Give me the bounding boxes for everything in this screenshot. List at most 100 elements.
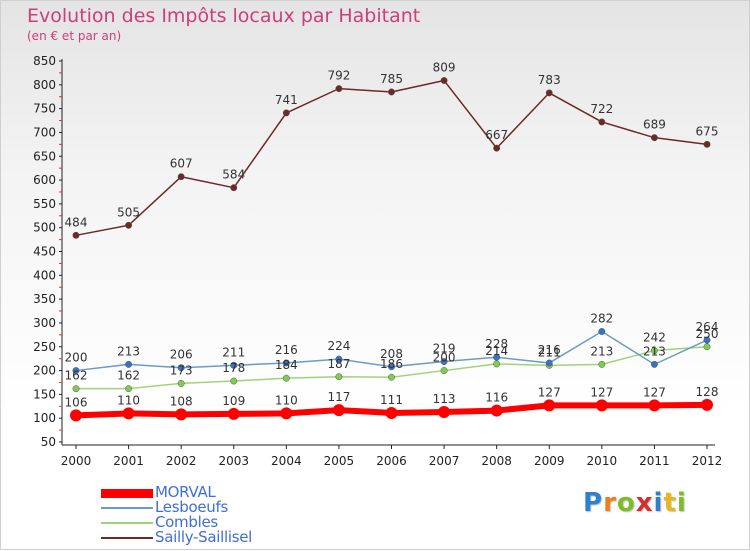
data-point-morval: [332, 404, 345, 417]
data-label-morval: 109: [222, 394, 245, 408]
proxiti-logo: Proxiti: [583, 488, 687, 518]
data-label-combles: 200: [433, 351, 456, 365]
y-tick-label: 250: [33, 340, 56, 354]
data-label-combles: 184: [275, 358, 298, 372]
data-point-combles: [335, 373, 343, 381]
data-point-combles: [650, 347, 658, 355]
data-point-morval: [648, 399, 661, 412]
data-label-combles: 211: [538, 345, 561, 359]
data-point-sailly-saillisel: [125, 221, 133, 229]
data-point-morval: [701, 398, 713, 411]
logo-letter: r: [603, 488, 617, 518]
data-label-combles: 213: [590, 344, 613, 358]
data-point-morval: [227, 407, 240, 420]
data-point-combles: [440, 367, 448, 375]
data-label-lesboeufs: 213: [117, 344, 140, 358]
data-label-sailly-saillisel: 689: [643, 118, 666, 132]
data-label-morval: 111: [380, 393, 403, 407]
data-point-morval: [543, 399, 556, 412]
logo-letter: P: [583, 488, 604, 518]
data-point-lesboeufs: [177, 364, 185, 372]
data-label-lesboeufs: 264: [696, 320, 719, 334]
x-tick-label: 2010: [587, 454, 618, 468]
data-point-morval: [490, 404, 503, 417]
data-label-sailly-saillisel: 792: [327, 69, 350, 83]
x-tick-label: 2001: [113, 454, 144, 468]
legend-label: Combles: [155, 513, 218, 531]
data-point-morval: [385, 406, 398, 419]
legend-swatch: [101, 537, 153, 539]
data-label-lesboeufs: 224: [327, 339, 350, 353]
y-tick-label: 400: [33, 268, 56, 282]
x-tick-label: 2000: [61, 454, 92, 468]
data-label-sailly-saillisel: 484: [65, 215, 88, 229]
data-point-lesboeufs: [282, 359, 290, 367]
data-label-sailly-saillisel: 584: [222, 168, 245, 182]
chart-subtitle: (en € et par an): [27, 29, 122, 43]
data-label-sailly-saillisel: 741: [275, 93, 298, 107]
y-tick-label: 750: [33, 102, 56, 116]
data-point-morval: [175, 408, 188, 421]
data-label-morval: 110: [117, 393, 140, 407]
data-label-sailly-saillisel: 505: [117, 205, 140, 219]
data-point-sailly-saillisel: [545, 89, 553, 97]
data-label-lesboeufs: 213: [643, 344, 666, 358]
y-tick-label: 300: [33, 316, 56, 330]
data-label-combles: 214: [485, 344, 508, 358]
data-label-morval: 116: [485, 391, 508, 405]
chart-title: Evolution des Impôts locaux par Habitant: [27, 5, 421, 27]
data-point-morval: [438, 405, 451, 418]
x-tick-label: 2009: [534, 454, 565, 468]
data-label-combles: 242: [643, 331, 666, 345]
data-point-lesboeufs: [703, 336, 711, 344]
y-tick-label: 600: [33, 173, 56, 187]
logo-letter: t: [663, 488, 677, 518]
data-point-lesboeufs: [72, 367, 80, 375]
legend-label: Sailly-Saillisel: [155, 528, 253, 546]
legend-label: MORVAL: [155, 483, 216, 501]
data-label-sailly-saillisel: 785: [380, 72, 403, 86]
legend-label: Lesboeufs: [155, 498, 228, 516]
data-point-combles: [125, 385, 133, 393]
data-label-morval: 117: [327, 390, 350, 404]
data-point-combles: [230, 377, 238, 385]
data-label-lesboeufs: 211: [222, 345, 245, 359]
y-tick-label: 450: [33, 245, 56, 259]
data-point-combles: [493, 360, 501, 368]
legend-swatch: [101, 522, 153, 524]
data-label-sailly-saillisel: 722: [590, 102, 613, 116]
data-point-sailly-saillisel: [230, 184, 238, 192]
data-label-morval: 108: [170, 394, 193, 408]
data-label-lesboeufs: 216: [538, 343, 561, 357]
data-label-morval: 128: [696, 385, 719, 399]
data-point-morval: [280, 407, 293, 420]
y-tick-label: 200: [33, 364, 56, 378]
data-label-combles: 173: [170, 363, 193, 377]
data-point-lesboeufs: [125, 360, 133, 368]
data-label-combles: 187: [327, 357, 350, 371]
data-point-sailly-saillisel: [650, 134, 658, 142]
y-tick-label: 800: [33, 78, 56, 92]
data-point-combles: [72, 385, 80, 393]
x-tick-label: 2007: [429, 454, 460, 468]
data-point-combles: [598, 360, 606, 368]
y-tick-label: 100: [33, 411, 56, 425]
x-tick-label: 2008: [481, 454, 512, 468]
x-tick-label: 2006: [376, 454, 407, 468]
data-point-sailly-saillisel: [703, 140, 711, 148]
data-label-morval: 127: [538, 385, 561, 399]
data-point-sailly-saillisel: [335, 85, 343, 93]
data-label-morval: 113: [433, 392, 456, 406]
x-tick-label: 2012: [692, 454, 723, 468]
data-point-lesboeufs: [440, 358, 448, 365]
data-label-combles: 186: [380, 357, 403, 371]
data-label-combles: 250: [696, 327, 719, 341]
data-point-lesboeufs: [650, 360, 658, 368]
data-point-sailly-saillisel: [282, 109, 290, 117]
data-label-lesboeufs: 206: [170, 348, 193, 362]
data-point-sailly-saillisel: [493, 144, 501, 152]
x-tick-label: 2003: [218, 454, 249, 468]
data-label-sailly-saillisel: 809: [433, 61, 456, 75]
data-point-sailly-saillisel: [388, 88, 395, 96]
